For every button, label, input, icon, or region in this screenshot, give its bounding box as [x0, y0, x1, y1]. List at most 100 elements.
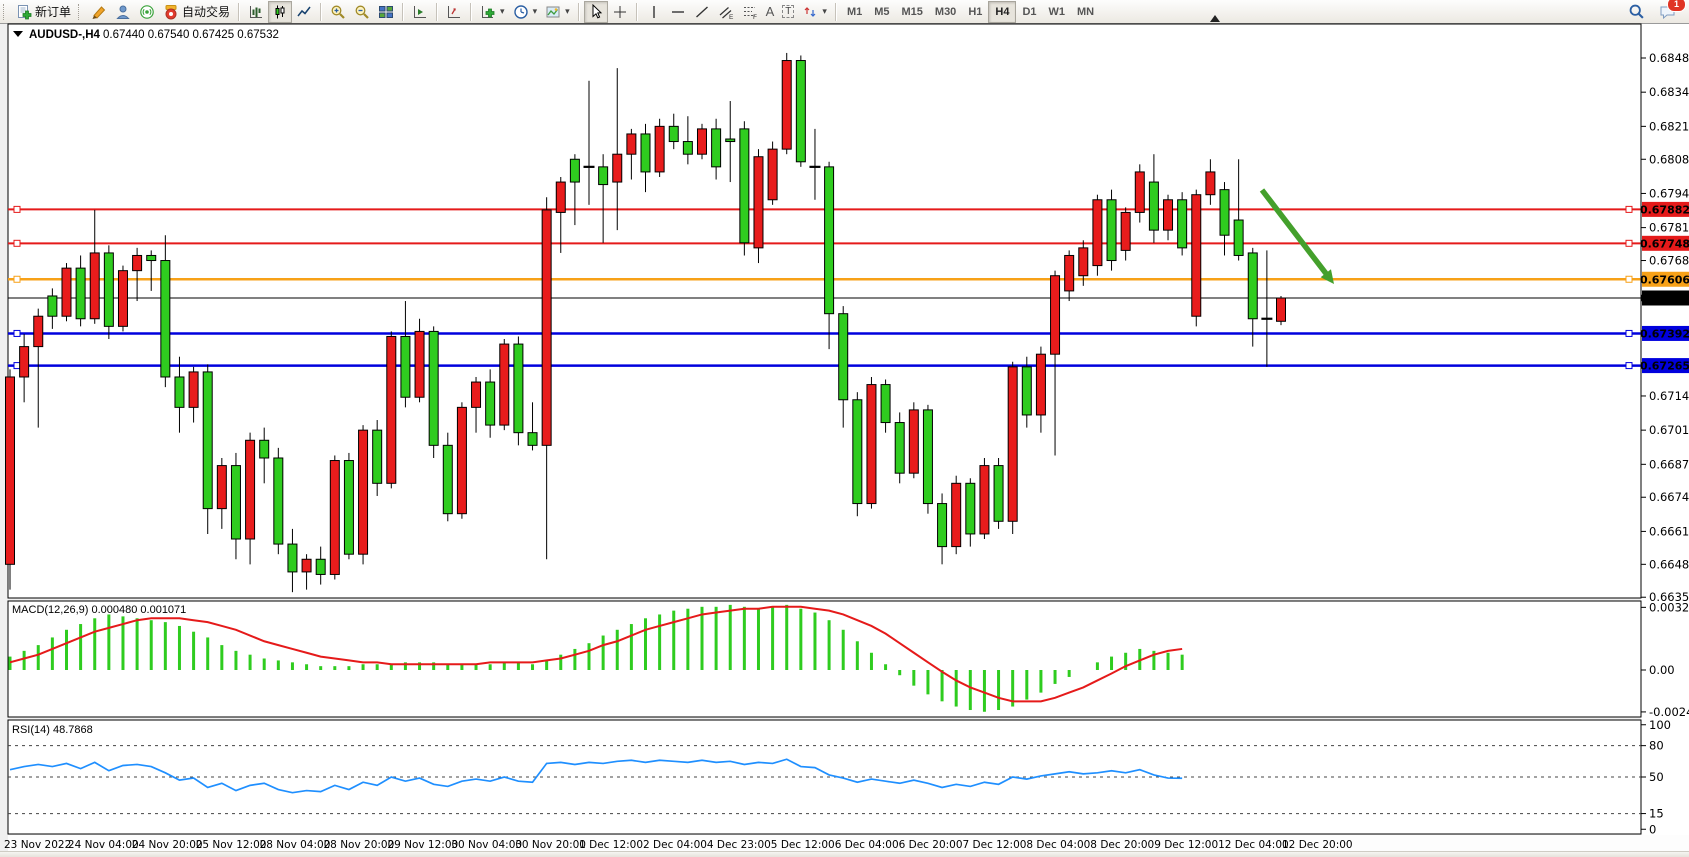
fibonacci-tool-button[interactable]: F — [738, 1, 762, 23]
zoom-in-button[interactable] — [326, 1, 350, 23]
candle — [1120, 211, 1131, 251]
candle — [358, 429, 369, 555]
candle — [273, 457, 284, 545]
channel-tool-button[interactable]: E — [714, 1, 738, 23]
toolbar-separator — [238, 2, 241, 21]
horizontal-line-icon — [671, 10, 684, 13]
text-label-tool-button[interactable]: T — [778, 1, 798, 23]
candle — [1276, 297, 1286, 322]
timeframe-m1[interactable]: M1 — [846, 5, 863, 18]
timeframe-d1[interactable]: D1 — [1022, 5, 1037, 18]
macd-signal-line — [9, 605, 1183, 703]
candle — [527, 432, 538, 446]
tile-windows-button[interactable] — [374, 1, 398, 23]
zoom-out-button[interactable] — [350, 1, 374, 23]
new-order-button[interactable]: 新订单 — [12, 1, 75, 23]
candlestick-chart-button[interactable] — [268, 0, 293, 23]
date-label: 2 Dec 04:00 — [643, 839, 707, 851]
svg-text:50: 50 — [1649, 770, 1664, 784]
object-window-button[interactable] — [442, 1, 466, 23]
bar-chart-button[interactable] — [244, 1, 268, 23]
template-button[interactable]: ▾ — [541, 1, 574, 23]
timeframe-m5[interactable]: M5 — [874, 5, 890, 18]
auto-trading-label: 自动交易 — [182, 5, 231, 19]
svg-text:80: 80 — [1649, 739, 1664, 753]
candle — [598, 166, 609, 186]
candle — [696, 128, 707, 155]
horizontal-line-tool-button[interactable] — [666, 1, 690, 23]
macd-pane[interactable] — [7, 600, 1642, 718]
timeframe-h1[interactable]: H1 — [968, 5, 983, 18]
auto-trading-button[interactable]: 自动交易 — [159, 1, 234, 23]
period-button[interactable]: ▾ — [509, 1, 542, 23]
trendline-tool-button[interactable] — [690, 1, 714, 23]
timeframe-mn[interactable]: MN — [1077, 5, 1095, 18]
candlestick-chart-icon — [275, 5, 285, 18]
trend-arrow[interactable] — [1259, 188, 1331, 279]
chart-shift-marker[interactable] — [1210, 15, 1220, 22]
vertical-line-icon — [652, 5, 655, 18]
toolbar-separator — [402, 2, 405, 21]
candle — [428, 330, 439, 446]
notifications-button[interactable]: 1 — [1655, 0, 1686, 23]
zoom-in-icon — [331, 5, 345, 19]
profile-button[interactable] — [111, 1, 135, 23]
candle — [259, 439, 270, 459]
candle — [19, 346, 30, 378]
draw-crayon-button[interactable] — [87, 1, 111, 23]
date-label: 25 Nov 12:00 — [196, 839, 267, 851]
vertical-line-tool-button[interactable] — [642, 1, 666, 23]
date-label: 30 Nov 20:00 — [515, 839, 586, 851]
toolbar-separator — [320, 2, 323, 21]
candle — [1233, 219, 1244, 256]
timeframe-m15[interactable]: M15 — [901, 5, 923, 18]
symbol-dropdown-icon[interactable] — [13, 31, 23, 37]
date-label: 23 Nov 2022 — [4, 839, 71, 851]
candle — [781, 60, 792, 150]
template-icon — [546, 6, 560, 17]
candle — [965, 482, 976, 535]
new-chart-button[interactable]: ▾ — [476, 1, 509, 23]
timeframe-w1[interactable]: W1 — [1048, 5, 1066, 18]
timeframe-m30[interactable]: M30 — [934, 5, 957, 18]
candle — [1078, 247, 1089, 277]
series-layer — [5, 52, 1334, 794]
signal-button[interactable] — [135, 1, 159, 23]
date-label: 4 Dec 23:00 — [707, 839, 771, 851]
candle — [132, 254, 143, 272]
cursor-tool-button[interactable] — [583, 0, 608, 23]
text-tool-button[interactable]: A — [762, 1, 779, 23]
indicator-window-button[interactable] — [408, 1, 432, 23]
toolbar-separator — [834, 2, 837, 21]
candle — [795, 60, 806, 163]
candle — [343, 460, 354, 555]
chevron-down-icon: ▾ — [500, 6, 505, 16]
candle — [372, 429, 383, 484]
line-chart-button[interactable] — [292, 1, 316, 23]
candle — [1021, 366, 1032, 416]
date-axis-background[interactable] — [8, 835, 1689, 852]
candle — [188, 371, 199, 408]
date-label: 30 Nov 04:00 — [451, 839, 522, 851]
date-label: 12 Dec 04:00 — [1218, 839, 1289, 851]
candle — [555, 181, 566, 213]
date-label: 6 Dec 04:00 — [835, 839, 899, 851]
date-label: 1 Dec 12:00 — [579, 839, 643, 851]
arrows-tool-button[interactable]: ▾ — [798, 1, 831, 23]
text-tool-label: A — [765, 4, 775, 19]
search-button[interactable] — [1624, 1, 1649, 23]
candle — [1092, 199, 1103, 267]
bar-chart-icon — [250, 5, 263, 18]
line-chart-icon — [297, 6, 311, 16]
timeframe-h4[interactable]: H4 — [988, 0, 1017, 23]
cursor-icon — [592, 3, 602, 18]
candle — [753, 156, 764, 249]
candle — [908, 409, 919, 474]
crosshair-tool-button[interactable] — [608, 1, 632, 23]
